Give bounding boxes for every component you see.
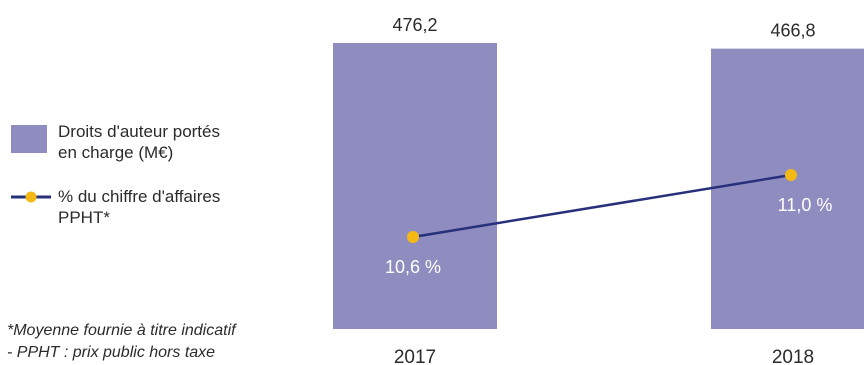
legend-bar-label-line1: Droits d'auteur portés (58, 122, 220, 141)
footnote-line-1: *Moyenne fournie à titre indicatif (7, 322, 236, 339)
x-tick-label-2018: 2018 (772, 347, 814, 365)
line-value-label-2017: 10,6 % (385, 257, 441, 277)
legend-bar-label-line2: en charge (M€) (58, 143, 174, 162)
line-value-label-2018: 11,0 % (778, 195, 833, 215)
legend-item-line: % du chiffre d'affaires PPHT* (11, 186, 288, 228)
line-point-2018 (785, 169, 797, 181)
bar-2017 (333, 43, 497, 329)
legend-line-label-line1: % du chiffre d'affaires (58, 187, 221, 206)
legend-bar-swatch-icon (11, 125, 47, 153)
legend-line-label: % du chiffre d'affaires PPHT* (58, 186, 288, 228)
line-series-pct (412, 173, 792, 239)
bar-value-label-2017: 476,2 (392, 15, 437, 35)
line-point-2017 (407, 231, 419, 243)
footnote: *Moyenne fournie à titre indicatif - PPH… (7, 320, 236, 364)
x-tick-label-2017: 2017 (394, 347, 436, 365)
footnote-line-2: - PPHT : prix public hors taxe (7, 344, 216, 361)
bar-value-label-2018: 466,8 (770, 21, 815, 41)
legend-bar-label: Droits d'auteur portés en charge (M€) (58, 121, 288, 163)
legend-item-bars: Droits d'auteur portés en charge (M€) (11, 121, 288, 163)
bar-2018 (711, 48, 864, 329)
legend-line-marker-icon (11, 191, 51, 203)
legend-line-label-line2: PPHT* (58, 208, 110, 227)
